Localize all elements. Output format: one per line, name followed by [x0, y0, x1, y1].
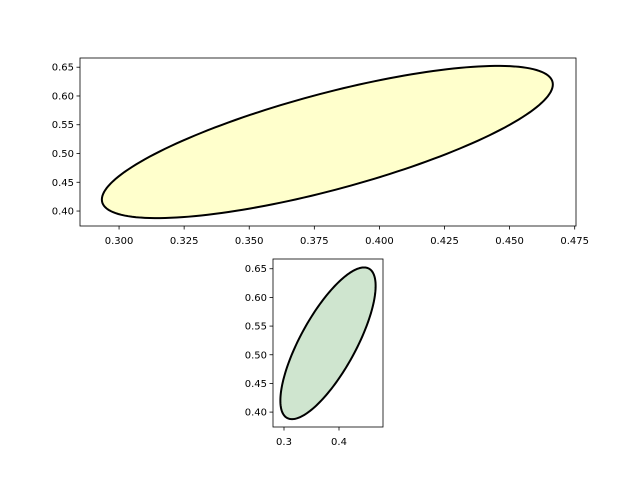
y-tick-label: 0.45 [245, 379, 267, 390]
y-tick-label: 0.55 [245, 322, 267, 333]
x-tick-label: 0.350 [235, 236, 264, 247]
y-tick-label: 0.65 [245, 264, 267, 275]
ellipse [279, 266, 377, 421]
axes-frame [272, 258, 384, 428]
y-tick-label: 0.45 [52, 178, 74, 189]
x-tick-label: 0.475 [560, 236, 589, 247]
y-tick-label: 0.40 [245, 408, 267, 419]
x-tick-label: 0.375 [300, 236, 329, 247]
ellipse [100, 64, 554, 220]
y-tick-label: 0.40 [52, 207, 74, 218]
y-tick-label: 0.60 [245, 293, 267, 304]
y-tick-label: 0.65 [52, 63, 74, 74]
x-tick-label: 0.325 [170, 236, 199, 247]
y-tick-label: 0.55 [52, 120, 74, 131]
y-tick-label: 0.50 [245, 350, 267, 361]
x-tick-label: 0.425 [430, 236, 459, 247]
x-tick-label: 0.3 [276, 437, 292, 448]
x-tick-label: 0.400 [365, 236, 394, 247]
y-tick-label: 0.50 [52, 149, 74, 160]
x-tick-label: 0.4 [331, 437, 347, 448]
y-tick-label: 0.60 [52, 91, 74, 102]
x-tick-label: 0.450 [495, 236, 524, 247]
axes-frame [79, 57, 577, 227]
x-tick-label: 0.300 [105, 236, 134, 247]
